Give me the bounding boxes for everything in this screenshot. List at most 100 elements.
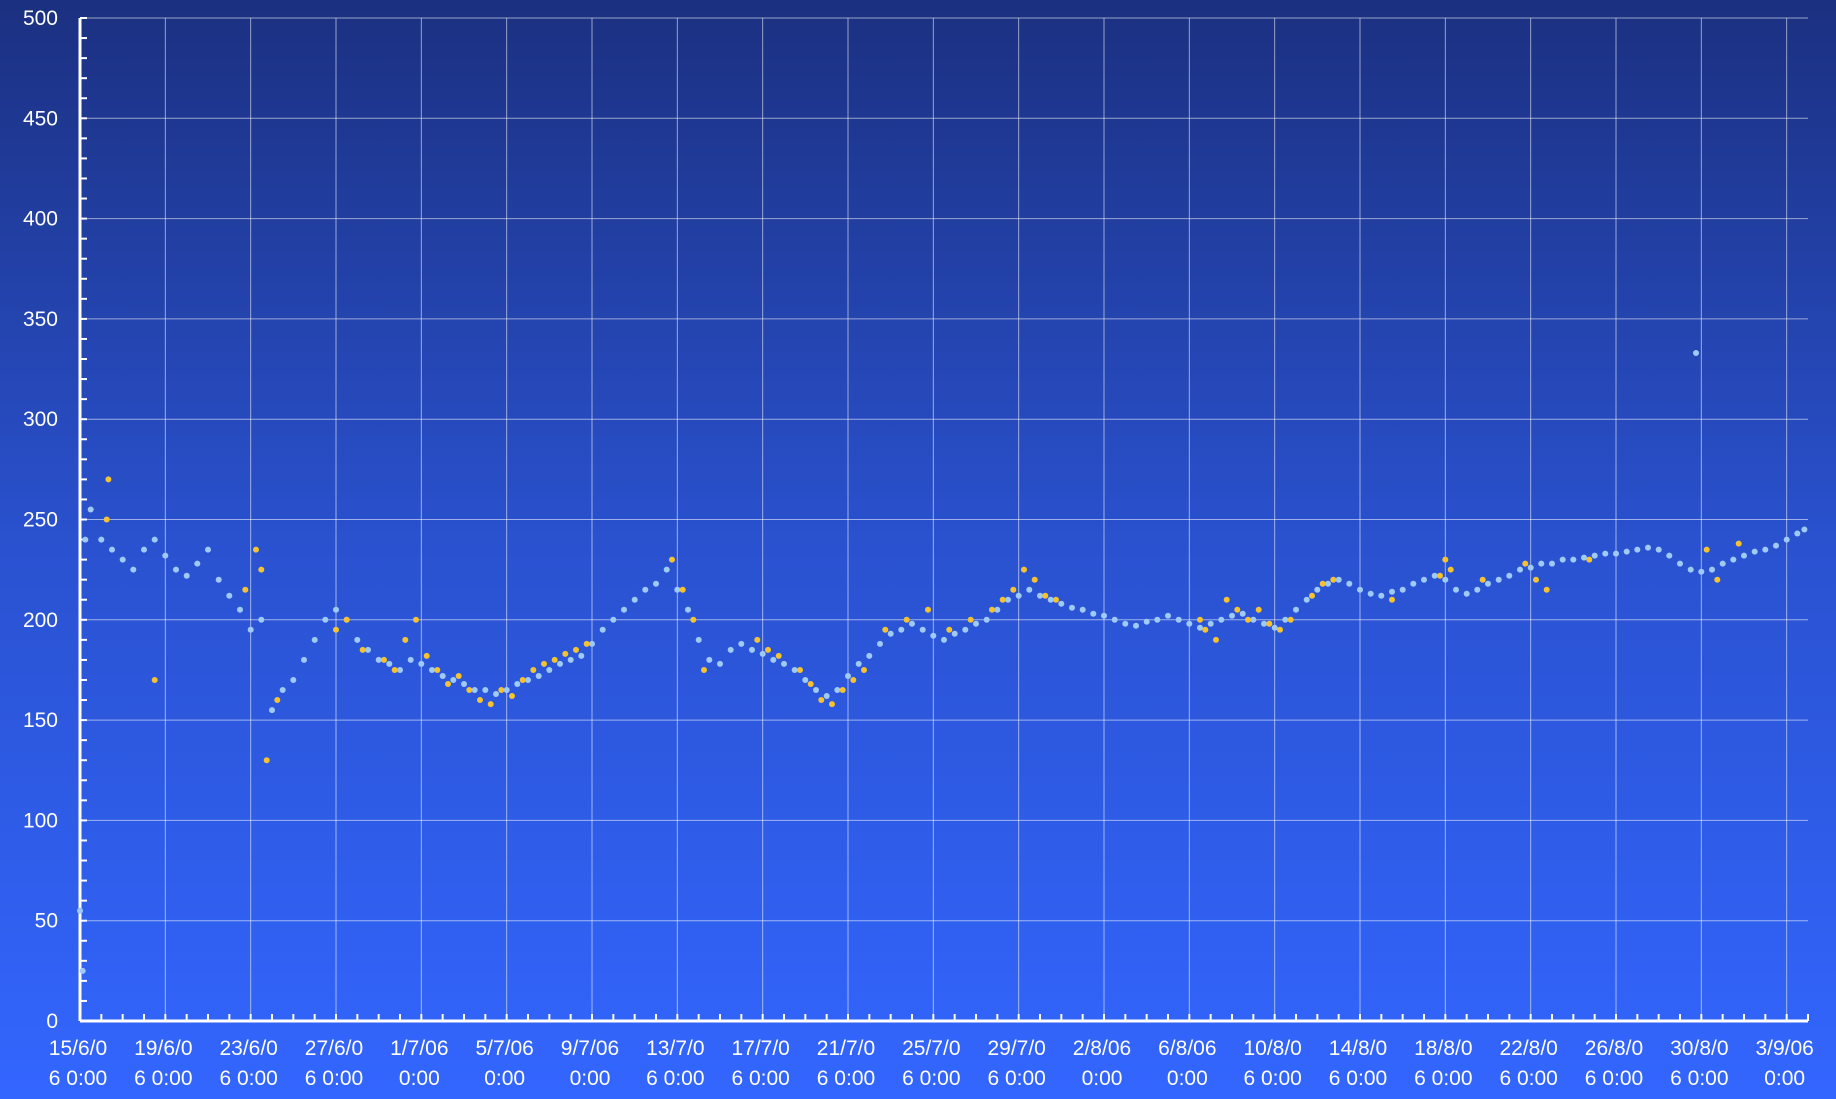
data-point-yellow <box>274 697 280 703</box>
x-tick-label-line1: 18/8/0 <box>1414 1037 1472 1060</box>
data-point-blue <box>82 537 88 543</box>
data-point-yellow <box>1010 587 1016 593</box>
data-point-yellow <box>1197 617 1203 623</box>
data-point-blue <box>1517 567 1523 573</box>
data-point-blue <box>408 657 414 663</box>
data-point-blue <box>1165 613 1171 619</box>
x-tick-label-line2: 6 0:00 <box>219 1067 277 1090</box>
data-point-blue <box>1240 611 1246 617</box>
data-point-blue <box>258 617 264 623</box>
data-point-yellow <box>1448 567 1454 573</box>
data-point-blue <box>184 573 190 579</box>
data-point-yellow <box>1544 587 1550 593</box>
x-tick-label: 25/7/0 6 0:00 <box>902 1037 960 1090</box>
data-point-blue <box>1176 617 1182 623</box>
data-point-blue <box>120 557 126 563</box>
x-tick-label-line1: 13/7/0 <box>646 1037 704 1060</box>
data-point-yellow <box>104 517 110 523</box>
data-point-yellow <box>402 637 408 643</box>
data-point-blue <box>1208 621 1214 627</box>
data-point-yellow <box>1442 557 1448 563</box>
data-point-blue <box>1794 531 1800 537</box>
data-point-yellow <box>333 627 339 633</box>
data-point-blue <box>1464 591 1470 597</box>
data-point-blue <box>1784 537 1790 543</box>
data-point-blue <box>397 667 403 673</box>
x-tick-label: 17/7/0 6 0:00 <box>731 1037 789 1090</box>
x-tick-label-line2: 6 0:00 <box>305 1067 363 1090</box>
data-point-blue <box>866 653 872 659</box>
data-point-blue <box>461 681 467 687</box>
x-tick-label-line1: 25/7/0 <box>902 1037 960 1060</box>
data-point-blue <box>952 631 958 637</box>
data-point-blue <box>301 657 307 663</box>
x-tick-label-line1: 26/8/0 <box>1585 1037 1643 1060</box>
data-point-blue <box>1389 589 1395 595</box>
data-point-yellow <box>466 687 472 693</box>
x-tick-label: 9/7/06 0:00 <box>561 1037 619 1090</box>
data-point-blue <box>1229 613 1235 619</box>
data-point-blue <box>1069 605 1075 611</box>
x-tick-label-line1: 27/6/0 <box>305 1037 363 1060</box>
data-point-blue <box>1037 593 1043 599</box>
data-point-blue <box>1538 561 1544 567</box>
data-point-blue <box>482 687 488 693</box>
x-tick-label-line1: 22/8/0 <box>1499 1037 1557 1060</box>
data-point-yellow <box>498 687 504 693</box>
x-tick-label: 14/8/0 6 0:00 <box>1329 1037 1387 1090</box>
data-point-blue <box>1218 617 1224 623</box>
data-point-blue <box>1730 557 1736 563</box>
x-tick-label: 29/7/0 6 0:00 <box>987 1037 1045 1090</box>
data-point-blue <box>1325 581 1331 587</box>
data-point-yellow <box>850 677 856 683</box>
data-point-blue <box>600 627 606 633</box>
data-point-blue <box>973 621 979 627</box>
data-point-blue <box>706 657 712 663</box>
x-tick-label-line1: 21/7/0 <box>817 1037 875 1060</box>
data-point-blue <box>1613 551 1619 557</box>
data-point-blue <box>1474 587 1480 593</box>
data-point-blue <box>1645 545 1651 551</box>
y-tick-label: 50 <box>35 910 58 933</box>
data-point-yellow <box>765 647 771 653</box>
data-point-blue <box>898 627 904 633</box>
data-point-yellow <box>1736 541 1742 547</box>
data-point-blue <box>1693 350 1699 356</box>
data-point-blue <box>1602 551 1608 557</box>
y-tick-label: 350 <box>23 308 58 331</box>
data-point-blue <box>525 677 531 683</box>
data-point-blue <box>664 567 670 573</box>
data-point-blue <box>1346 581 1352 587</box>
x-tick-label-line2: 6 0:00 <box>817 1067 875 1090</box>
data-point-yellow <box>413 617 419 623</box>
data-point-yellow <box>1533 577 1539 583</box>
data-point-blue <box>1378 593 1384 599</box>
data-point-blue <box>1421 577 1427 583</box>
data-point-yellow <box>1000 597 1006 603</box>
data-point-blue <box>1592 553 1598 559</box>
data-point-yellow <box>1480 577 1486 583</box>
x-tick-label-line2: 0:00 <box>484 1067 525 1090</box>
x-tick-label: 6/8/06 0:00 <box>1158 1037 1216 1090</box>
data-point-yellow <box>242 587 248 593</box>
x-tick-label-line1: 23/6/0 <box>219 1037 277 1060</box>
x-tick-label-line1: 15/6/0 <box>49 1037 107 1060</box>
data-point-yellow <box>381 657 387 663</box>
x-tick-label: 23/6/0 6 0:00 <box>219 1037 277 1090</box>
x-tick-label-line2: 6 0:00 <box>646 1067 704 1090</box>
data-point-yellow <box>1522 561 1528 567</box>
x-tick-label-line1: 6/8/06 <box>1158 1037 1216 1060</box>
x-tick-label-line2: 0:00 <box>399 1067 440 1090</box>
y-tick-label: 100 <box>23 809 58 832</box>
data-point-blue <box>248 627 254 633</box>
data-point-yellow <box>861 667 867 673</box>
data-point-blue <box>674 587 680 593</box>
data-point-blue <box>269 707 275 713</box>
data-point-blue <box>1357 587 1363 593</box>
data-point-blue <box>1304 597 1310 603</box>
x-tick-label-line1: 1/7/06 <box>390 1037 448 1060</box>
data-point-yellow <box>1277 627 1283 633</box>
data-point-blue <box>749 647 755 653</box>
data-point-blue <box>760 651 766 657</box>
